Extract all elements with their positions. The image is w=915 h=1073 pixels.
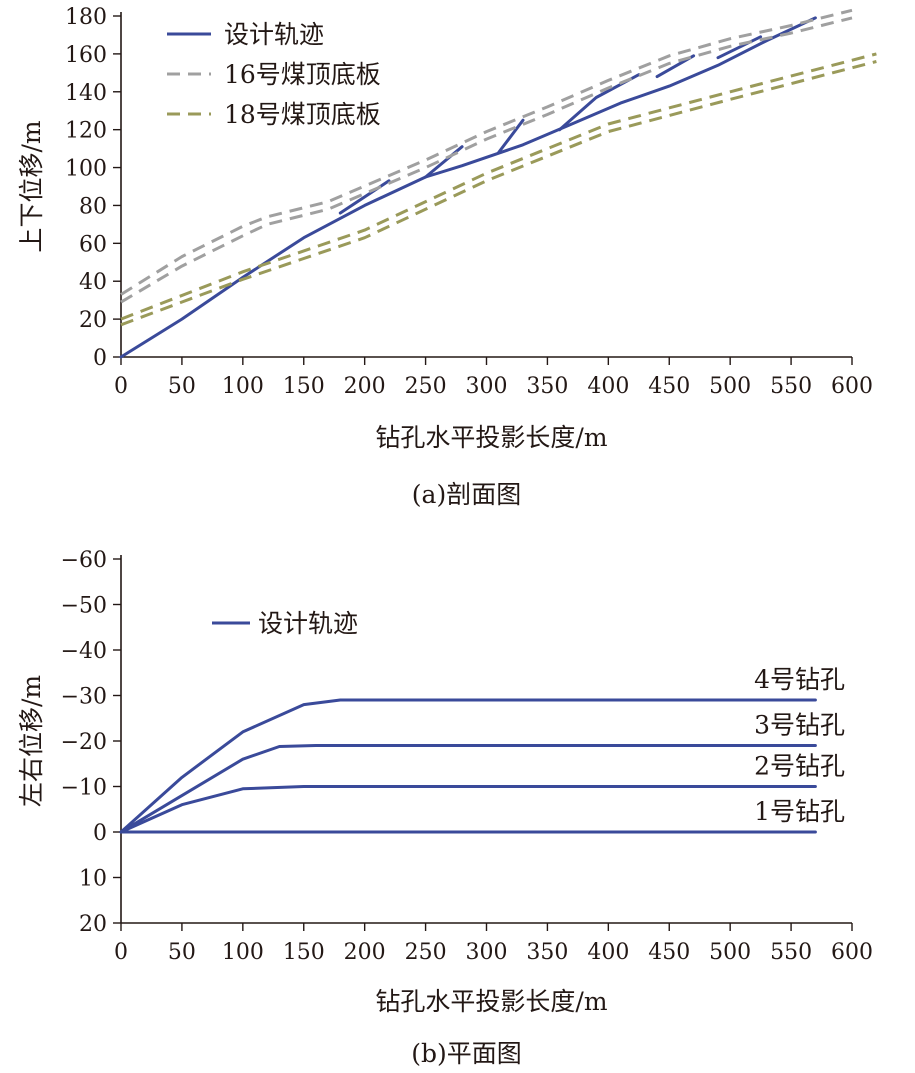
chart-2-x-tick-label: 200 xyxy=(344,940,386,965)
chart-1-legend-label: 设计轨迹 xyxy=(224,20,324,49)
chart-2-y-tick-label: −30 xyxy=(61,685,107,710)
chart-2-y-tick-label: −20 xyxy=(61,730,107,755)
chart-1-x-tick-label: 450 xyxy=(648,374,690,399)
chart-2-x-tick-label: 0 xyxy=(114,940,128,965)
chart-2-y-tick-label: −10 xyxy=(61,776,107,801)
chart-1-seam16-series-line xyxy=(120,16,853,304)
chart-2-y-tick-label: 20 xyxy=(79,912,107,937)
chart-2-x-tick-label: 600 xyxy=(831,940,873,965)
chart-1-y-tick-label: 40 xyxy=(79,270,107,295)
chart-2-x-tick-label: 500 xyxy=(709,940,751,965)
chart-1-caption: (a)剖面图 xyxy=(412,480,521,509)
chart-1-y-tick-label: 80 xyxy=(79,194,107,219)
chart-1-x-tick-label: 400 xyxy=(587,374,629,399)
chart-2-series-line-2号钻孔 xyxy=(119,785,817,834)
chart-1-y-tick-label: 20 xyxy=(79,308,107,333)
chart-1-design-series-line xyxy=(119,16,817,359)
chart-2-y-tick-label: −40 xyxy=(61,639,107,664)
chart-1-x-tick-label: 250 xyxy=(405,374,447,399)
chart-1-y-tick-label: 120 xyxy=(65,119,107,144)
chart-1-x-tick-label: 350 xyxy=(526,374,568,399)
chart-2-x-tick-label: 350 xyxy=(526,940,568,965)
chart-1-legend-label: 16号煤顶底板 xyxy=(224,60,381,89)
chart-1-x-tick-label: 150 xyxy=(283,374,325,399)
chart-1-seam18-series-line xyxy=(120,60,877,327)
chart-1-y-tick-label: 160 xyxy=(65,43,107,68)
chart-1-x-tick-label: 200 xyxy=(344,374,386,399)
chart-1-x-tick-label: 50 xyxy=(168,374,196,399)
chart-1-y-tick-label: 100 xyxy=(65,157,107,182)
chart-2-series-label: 4号钻孔 xyxy=(754,665,845,694)
chart-1-x-axis-title: 钻孔水平投影长度/m xyxy=(375,423,607,452)
chart-2-series-line-4号钻孔 xyxy=(119,698,817,834)
chart-1-x-tick-label: 0 xyxy=(114,374,128,399)
chart-1-x-tick-label: 300 xyxy=(466,374,508,399)
chart-1-y-tick-label: 140 xyxy=(65,81,107,106)
chart-2-x-tick-label: 450 xyxy=(648,940,690,965)
chart-1-y-tick-label: 180 xyxy=(65,5,107,30)
chart-2-series-label: 2号钻孔 xyxy=(754,752,845,781)
chart-2-x-tick-label: 550 xyxy=(770,940,812,965)
chart-2-x-tick-label: 50 xyxy=(168,940,196,965)
chart-1-design-series-line xyxy=(338,179,391,215)
chart-1-x-tick-label: 100 xyxy=(222,374,264,399)
chart-2-y-axis-title: 左右位移/m xyxy=(17,675,46,807)
chart-2-series-label: 3号钻孔 xyxy=(754,711,845,740)
chart-2-legend-label: 设计轨迹 xyxy=(258,609,358,638)
chart-1-seam16-series-line xyxy=(120,8,853,296)
chart-2-y-tick-label: 10 xyxy=(79,867,107,892)
chart-2-y-tick-label: −60 xyxy=(61,548,107,573)
chart-2-x-tick-label: 150 xyxy=(283,940,325,965)
chart-1-design-series-line xyxy=(716,35,763,60)
chart-1-design-series-line xyxy=(497,118,525,154)
chart-2-x-tick-label: 300 xyxy=(466,940,508,965)
chart-1-x-tick-label: 550 xyxy=(770,374,812,399)
chart-2-x-tick-label: 400 xyxy=(587,940,629,965)
chart-1-legend-label: 18号煤顶底板 xyxy=(224,100,381,129)
chart-1-x-tick-label: 600 xyxy=(831,374,873,399)
chart-2-caption: (b)平面图 xyxy=(411,1039,522,1068)
chart-2-x-tick-label: 250 xyxy=(405,940,447,965)
chart-1-y-tick-label: 0 xyxy=(93,346,107,371)
chart-2-y-tick-label: −50 xyxy=(61,594,107,619)
chart-1-y-axis-title: 上下位移/m xyxy=(17,120,46,252)
chart-2-x-tick-label: 100 xyxy=(222,940,264,965)
chart-2-x-axis-title: 钻孔水平投影长度/m xyxy=(375,987,607,1016)
chart-2-series-label: 1号钻孔 xyxy=(754,797,845,826)
chart-1-seam18-series-line xyxy=(120,52,877,321)
chart-2-y-tick-label: 0 xyxy=(93,821,107,846)
chart-1-x-tick-label: 500 xyxy=(709,374,751,399)
chart-2-series-line-3号钻孔 xyxy=(119,744,817,834)
chart-1-y-tick-label: 60 xyxy=(79,232,107,257)
